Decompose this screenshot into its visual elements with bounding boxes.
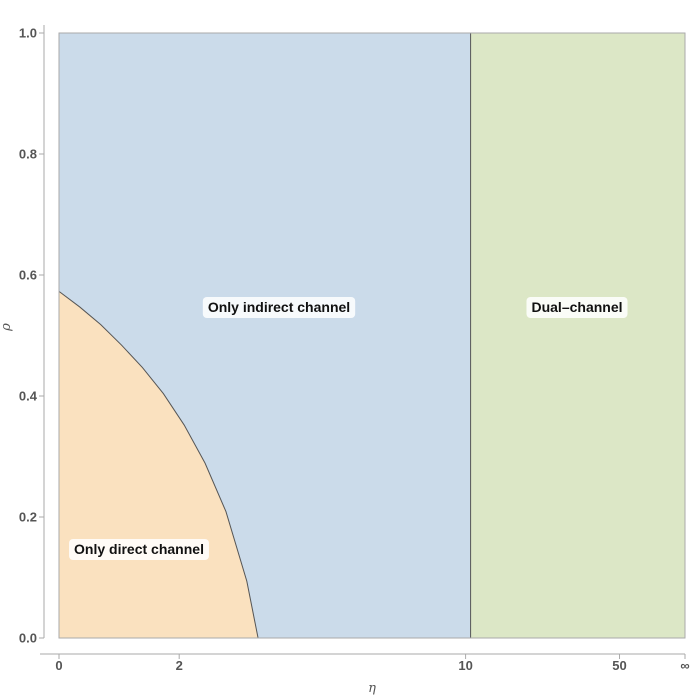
x-tick-label: 10 <box>458 658 472 673</box>
region-label-text: Only indirect channel <box>208 299 350 315</box>
region-dual-channel <box>470 33 685 638</box>
y-axis-label: ρ <box>0 323 14 332</box>
y-tick-label: 0.6 <box>19 268 37 283</box>
region-label-background <box>202 297 356 318</box>
x-tick-label: 2 <box>176 658 183 673</box>
region-label-dual-channel: Dual–channel <box>526 297 628 318</box>
x-axis: 0 2 10 50 ∞ <box>40 653 690 673</box>
direct-indirect-boundary-curve <box>58 290 259 639</box>
region-label-background <box>526 297 628 318</box>
y-tick-label: 0.2 <box>19 510 37 525</box>
region-label-text: Dual–channel <box>531 299 622 315</box>
region-label-text: Only direct channel <box>74 541 204 557</box>
boundaries-layer <box>58 33 472 639</box>
plot-frame <box>58 32 686 639</box>
region-label-background <box>69 539 209 560</box>
x-tick-label: 50 <box>612 658 626 673</box>
x-axis-label: η <box>368 681 376 696</box>
x-tick-label: ∞ <box>680 658 689 673</box>
y-tick-label: 0.0 <box>19 631 37 646</box>
region-labels-layer: Only direct channel Only indirect channel… <box>69 297 628 560</box>
y-tick-label: 1.0 <box>19 26 37 41</box>
y-tick-label: 0.4 <box>19 389 38 404</box>
region-label-only-indirect-channel: Only indirect channel <box>202 297 356 318</box>
y-axis: 0.0 0.2 0.4 0.6 0.8 1.0 <box>19 25 45 646</box>
region-label-only-direct-channel: Only direct channel <box>69 539 209 560</box>
y-tick-label: 0.8 <box>19 147 37 162</box>
x-tick-label: 0 <box>55 658 62 673</box>
regions-layer <box>59 33 685 638</box>
